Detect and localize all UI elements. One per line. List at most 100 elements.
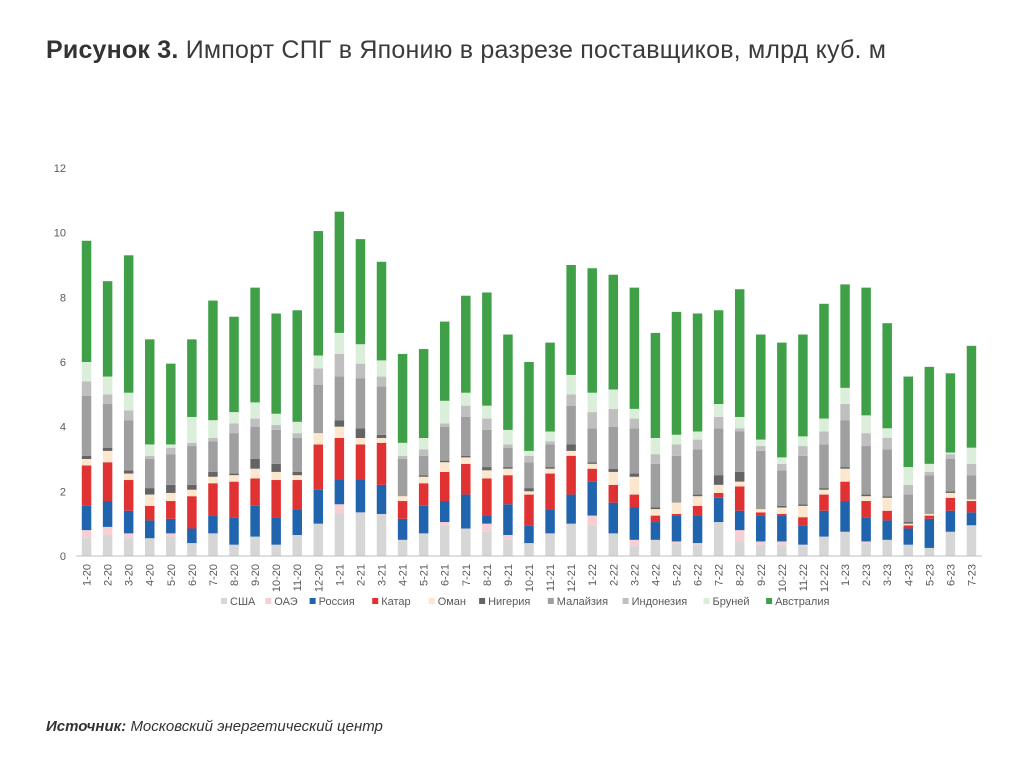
bar-segment: [756, 541, 766, 545]
x-tick-label: 5-21: [419, 564, 431, 586]
bar-segment: [334, 332, 345, 354]
legend-swatch: [547, 598, 554, 604]
bar-segment: [355, 512, 366, 556]
bar-segment: [756, 509, 766, 513]
bar-segment: [439, 501, 450, 523]
bar-segment: [777, 515, 787, 542]
bar-segment: [187, 339, 197, 417]
bar-segment: [629, 408, 640, 419]
bar-segment: [566, 494, 576, 524]
legend-swatch: [703, 598, 710, 604]
bar-segment: [756, 450, 766, 510]
bar-segment: [397, 501, 408, 519]
bar-segment: [734, 510, 745, 531]
bar-segment: [566, 265, 576, 375]
bar-segment: [734, 431, 745, 472]
bar-segment: [608, 408, 619, 427]
bar-segment: [903, 467, 913, 485]
x-tick-label: 3-20: [124, 564, 136, 586]
bar-segment: [819, 444, 829, 489]
x-tick-label: 10-21: [524, 564, 536, 592]
bar-segment: [292, 475, 302, 481]
bar-segment: [439, 460, 450, 463]
bar-segment: [397, 496, 408, 502]
x-tick-label: 11-21: [545, 564, 557, 591]
bar-segment: [292, 534, 302, 556]
bar-segment: [482, 292, 492, 406]
bar-segment: [671, 515, 682, 542]
bar-segment: [882, 449, 892, 497]
y-tick-label: 10: [54, 228, 66, 240]
bar-segment: [376, 360, 387, 377]
bar-segment: [777, 342, 787, 458]
bar-segment: [334, 211, 345, 333]
bar-segment: [861, 496, 871, 502]
bar-segment: [671, 311, 682, 435]
x-tick-label: 7-21: [461, 564, 473, 586]
bar-segment: [861, 517, 871, 542]
bar-segment: [650, 332, 661, 438]
bar-segment: [840, 404, 850, 421]
bar-segment: [376, 386, 387, 435]
x-tick-label: 10-20: [271, 564, 283, 592]
bar-segment: [692, 431, 703, 440]
bar-segment: [166, 363, 176, 445]
bar-segment: [671, 444, 682, 456]
bar-segment: [376, 261, 387, 361]
bar-segment: [545, 441, 555, 445]
bar-segment: [587, 392, 597, 413]
bar-segment: [208, 483, 218, 516]
bar-segment: [418, 437, 429, 450]
bar-segment: [503, 447, 513, 468]
bar-segment: [587, 463, 597, 469]
bar-segment: [187, 416, 197, 443]
bar-segment: [461, 528, 471, 556]
bar-segment: [81, 538, 92, 556]
bar-segment: [608, 533, 619, 556]
bar-segment: [840, 387, 850, 405]
bar-segment: [166, 447, 176, 455]
bar-segment: [503, 334, 513, 430]
x-tick-label: 12-20: [313, 564, 325, 592]
bar-segment: [187, 442, 197, 447]
legend-swatch: [479, 598, 486, 604]
bar-segment: [123, 538, 134, 556]
bar-segment: [524, 450, 534, 456]
bar-segment: [503, 504, 513, 535]
bar-segment: [145, 444, 155, 456]
bar-segment: [924, 513, 935, 516]
bar-segment: [903, 522, 913, 524]
bar-segment: [313, 355, 324, 369]
bar-segment: [629, 473, 640, 477]
x-tick-label: 8-21: [482, 564, 494, 586]
bar-segment: [650, 507, 661, 510]
bar-segment: [145, 455, 155, 459]
bar-segment: [397, 353, 408, 443]
bar-segment: [439, 525, 450, 556]
bar-segment: [187, 543, 197, 556]
bar-segment: [187, 528, 197, 544]
bar-segment: [461, 416, 471, 456]
bar-segment: [608, 426, 619, 469]
bar-segment: [418, 476, 429, 484]
bar-segment: [524, 488, 534, 492]
bar-segment: [629, 287, 640, 409]
bar-segment: [903, 528, 913, 545]
legend-swatch: [309, 598, 316, 604]
bar-segment: [482, 429, 492, 468]
bar-segment: [608, 389, 619, 409]
bar-segment: [229, 423, 239, 434]
x-tick-label: 6-21: [440, 564, 452, 586]
x-tick-label: 4-21: [398, 564, 410, 586]
bar-segment: [102, 376, 113, 395]
bar-segment: [798, 455, 808, 505]
bar-segment: [81, 455, 92, 459]
bar-segment: [650, 515, 661, 523]
bar-segment: [355, 239, 366, 345]
bar-segment: [250, 536, 260, 556]
legend-label: США: [230, 596, 256, 608]
bar-segment: [882, 510, 892, 521]
bar-segment: [145, 488, 155, 495]
bar-segment: [524, 491, 534, 495]
legend-label: Бруней: [713, 596, 750, 608]
